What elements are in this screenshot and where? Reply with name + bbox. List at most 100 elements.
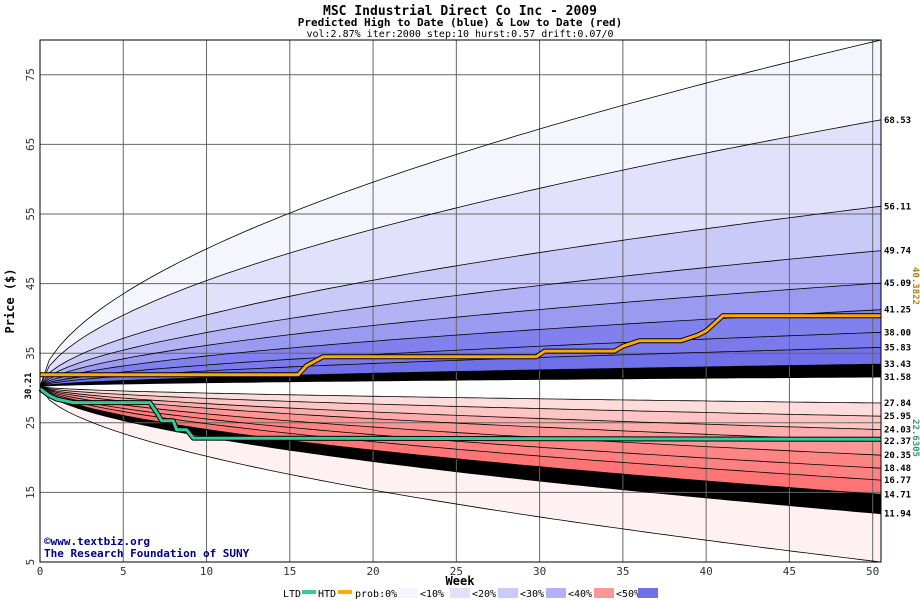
lower-band-3 bbox=[40, 386, 881, 442]
plot-frame bbox=[39, 39, 882, 563]
upper-end-label-3: 45.09 bbox=[884, 279, 911, 289]
x-axis-label: Week bbox=[446, 574, 476, 588]
upper-band-1 bbox=[40, 119, 881, 387]
upper-end-label-6: 35.83 bbox=[884, 343, 911, 353]
contour-15 bbox=[39, 386, 882, 456]
lower-band-5 bbox=[40, 386, 881, 469]
legend-ltd-label: LTD bbox=[283, 589, 301, 600]
contour-1 bbox=[39, 119, 882, 387]
legend-item-30: <30% bbox=[520, 589, 544, 600]
contour-18 bbox=[39, 386, 882, 495]
y-tick-label-15: 15 bbox=[24, 486, 37, 499]
upper-band-6 bbox=[40, 332, 881, 387]
upper-band-0 bbox=[40, 40, 881, 387]
upper-end-label-8: 31.58 bbox=[884, 373, 911, 383]
y-tick-label-25: 25 bbox=[24, 416, 37, 429]
upper-end-label-4: 41.25 bbox=[884, 306, 911, 316]
y-axis-label: Price ($) bbox=[3, 268, 17, 333]
legend-swatch-50 bbox=[638, 588, 658, 598]
htd-end-label: 40.3822 bbox=[910, 267, 920, 305]
chart-subtitle: Predicted High to Date (blue) & Low to D… bbox=[298, 16, 623, 29]
legend-prob-label: prob:0% bbox=[355, 589, 397, 600]
legend-htd-swatch bbox=[338, 590, 352, 594]
contour-13 bbox=[39, 386, 882, 430]
contour-9 bbox=[39, 376, 882, 387]
legend-swatch-0 bbox=[398, 588, 418, 598]
lower-end-label-8: 11.94 bbox=[884, 510, 912, 520]
upper-end-label-0: 68.53 bbox=[884, 116, 911, 126]
chart-title: MSC Industrial Direct Co Inc - 2009 bbox=[323, 4, 597, 19]
lower-band-8 bbox=[40, 386, 881, 514]
legend-item-40: <40% bbox=[568, 589, 592, 600]
x-tick-label-15: 15 bbox=[283, 565, 296, 578]
series-lines bbox=[38, 313, 882, 442]
y-tick-label-45: 45 bbox=[24, 277, 37, 290]
x-tick-label-5: 5 bbox=[120, 565, 127, 578]
lower-end-label-4: 20.35 bbox=[884, 451, 911, 461]
lower-band-6 bbox=[40, 386, 881, 481]
lower-end-label-0: 27.84 bbox=[884, 399, 912, 409]
contour-16 bbox=[39, 386, 882, 469]
contour-14 bbox=[39, 386, 882, 442]
lower-end-label-5: 18.48 bbox=[884, 464, 911, 474]
upper-end-label-7: 33.43 bbox=[884, 360, 911, 370]
x-tick-label-30: 30 bbox=[533, 565, 546, 578]
y-tick-label-65: 65 bbox=[24, 138, 37, 151]
contour-0 bbox=[39, 39, 882, 387]
y-tick-label-75: 75 bbox=[24, 68, 37, 81]
legend-swatch-40 bbox=[594, 588, 614, 598]
contour-17 bbox=[39, 386, 882, 481]
legend-item-50: <50% bbox=[616, 589, 640, 600]
upper-end-label-1: 56.11 bbox=[884, 202, 911, 212]
lower-band-2 bbox=[40, 386, 881, 430]
htd-series-line bbox=[40, 314, 881, 377]
lower-end-label-7: 14.71 bbox=[884, 490, 911, 500]
x-tick-label-20: 20 bbox=[366, 565, 379, 578]
start-price-label: 30.21 bbox=[24, 372, 34, 399]
lower-end-label-2: 24.03 bbox=[884, 426, 911, 436]
lower-end-label-6: 16.77 bbox=[884, 476, 911, 486]
legend-swatch-30 bbox=[546, 588, 566, 598]
x-tick-label-45: 45 bbox=[783, 565, 796, 578]
upper-band-7 bbox=[40, 347, 881, 387]
contour-11 bbox=[39, 386, 882, 404]
y-tick-label-55: 55 bbox=[24, 207, 37, 220]
lower-end-label-1: 25.95 bbox=[884, 412, 911, 422]
y-tick-label-5: 5 bbox=[24, 559, 37, 566]
contour-4 bbox=[39, 282, 882, 387]
end-value-labels: 68.53 56.11 49.74 45.09 41.25 38.00 35.83 33.43… bbox=[884, 116, 912, 520]
legend: LTD HTD prob:0% <10% <20% <30% <40% <50% bbox=[283, 588, 658, 600]
credit-line-2: The Research Foundation of SUNY bbox=[44, 547, 250, 560]
ltd-end-label: 22.6305 bbox=[910, 419, 920, 457]
x-tick-label-0: 0 bbox=[37, 565, 44, 578]
lower-end-label-3: 22.37 bbox=[884, 437, 911, 447]
contour-8 bbox=[39, 363, 882, 387]
upper-end-label-2: 49.74 bbox=[884, 247, 912, 257]
upper-band-8 bbox=[40, 364, 881, 387]
x-tick-label-25: 25 bbox=[450, 565, 463, 578]
chart-params: vol:2.87% iter:2000 step:10 hurst:0.57 d… bbox=[306, 29, 613, 40]
contour-6 bbox=[39, 331, 882, 387]
x-tick-label-35: 35 bbox=[616, 565, 629, 578]
y-tick-label-35: 35 bbox=[24, 347, 37, 360]
legend-htd-label: HTD bbox=[318, 589, 336, 600]
x-tick-label-10: 10 bbox=[200, 565, 213, 578]
contour-12 bbox=[39, 386, 882, 417]
contour-10 bbox=[39, 386, 882, 563]
upper-band-2 bbox=[40, 206, 881, 387]
legend-swatch-20 bbox=[498, 588, 518, 598]
legend-item-20: <20% bbox=[472, 589, 496, 600]
legend-ltd-swatch bbox=[302, 590, 316, 594]
contour-2 bbox=[39, 205, 882, 387]
legend-swatch-10 bbox=[450, 588, 470, 598]
contour-3 bbox=[39, 250, 882, 387]
x-tick-label-50: 50 bbox=[866, 565, 879, 578]
upper-band-3 bbox=[40, 250, 881, 387]
ltd-series-line bbox=[39, 387, 882, 441]
x-tick-label-40: 40 bbox=[700, 565, 713, 578]
upper-end-label-5: 38.00 bbox=[884, 328, 911, 338]
legend-item-10: <10% bbox=[420, 589, 444, 600]
credit-line-1: ©www.textbiz.org bbox=[44, 535, 150, 548]
